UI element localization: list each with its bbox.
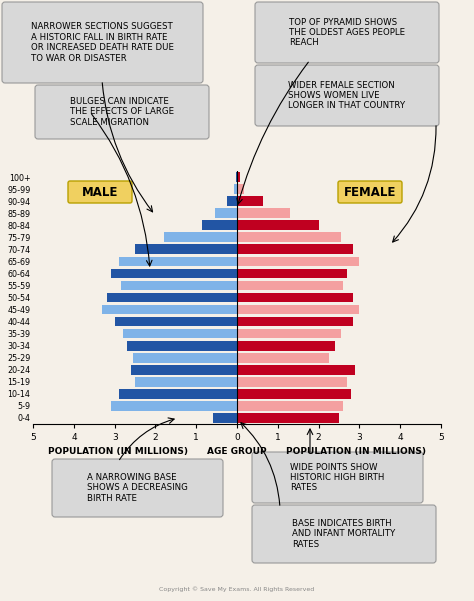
- Bar: [202, 221, 237, 230]
- Bar: [237, 305, 359, 314]
- Text: MALE: MALE: [82, 186, 118, 198]
- FancyBboxPatch shape: [2, 2, 203, 83]
- Text: WIDER FEMALE SECTION
SHOWS WOMEN LIVE
LONGER IN THAT COUNTRY: WIDER FEMALE SECTION SHOWS WOMEN LIVE LO…: [289, 81, 406, 111]
- Text: WIDE POINTS SHOW
HISTORIC HIGH BIRTH
RATES: WIDE POINTS SHOW HISTORIC HIGH BIRTH RAT…: [290, 463, 385, 492]
- FancyBboxPatch shape: [52, 459, 223, 517]
- Text: AGE GROUP: AGE GROUP: [207, 447, 267, 456]
- Bar: [133, 353, 237, 362]
- Bar: [237, 209, 290, 218]
- Bar: [119, 389, 237, 398]
- FancyBboxPatch shape: [255, 65, 439, 126]
- Bar: [237, 293, 353, 302]
- Bar: [237, 413, 339, 423]
- FancyBboxPatch shape: [68, 181, 132, 203]
- Text: FEMALE: FEMALE: [344, 186, 396, 198]
- Bar: [215, 209, 237, 218]
- Text: NARROWER SECTIONS SUGGEST
A HISTORIC FALL IN BIRTH RATE
OR INCREASED DEATH RATE : NARROWER SECTIONS SUGGEST A HISTORIC FAL…: [31, 22, 174, 63]
- Bar: [135, 245, 237, 254]
- Text: TOP OF PYRAMID SHOWS
THE OLDEST AGES PEOPLE
REACH: TOP OF PYRAMID SHOWS THE OLDEST AGES PEO…: [289, 17, 405, 47]
- Text: POPULATION (IN MILLIONS): POPULATION (IN MILLIONS): [48, 447, 188, 456]
- Text: BASE INDICATES BIRTH
AND INFANT MORTALITY
RATES: BASE INDICATES BIRTH AND INFANT MORTALIT…: [292, 519, 396, 549]
- Bar: [164, 233, 237, 242]
- Bar: [237, 401, 343, 410]
- Bar: [237, 329, 341, 338]
- Bar: [107, 293, 237, 302]
- Bar: [237, 172, 240, 182]
- Bar: [115, 317, 237, 326]
- Bar: [237, 281, 343, 290]
- Bar: [237, 389, 351, 398]
- Bar: [121, 281, 237, 290]
- Bar: [110, 269, 237, 278]
- Text: POPULATION (IN MILLIONS): POPULATION (IN MILLIONS): [286, 447, 426, 456]
- Text: A NARROWING BASE
SHOWS A DECREASING
BIRTH RATE: A NARROWING BASE SHOWS A DECREASING BIRT…: [87, 473, 188, 503]
- Bar: [237, 341, 335, 350]
- FancyBboxPatch shape: [338, 181, 402, 203]
- Bar: [237, 197, 264, 206]
- FancyBboxPatch shape: [252, 452, 423, 503]
- Bar: [212, 413, 237, 423]
- Bar: [131, 365, 237, 374]
- Bar: [237, 245, 353, 254]
- FancyBboxPatch shape: [255, 2, 439, 63]
- Bar: [110, 401, 237, 410]
- Bar: [237, 317, 353, 326]
- Bar: [237, 377, 347, 386]
- Bar: [135, 377, 237, 386]
- Bar: [234, 185, 237, 194]
- Bar: [237, 233, 341, 242]
- Bar: [237, 365, 355, 374]
- Bar: [237, 185, 244, 194]
- Bar: [119, 257, 237, 266]
- Bar: [102, 305, 237, 314]
- Bar: [236, 172, 237, 182]
- Text: BULGES CAN INDICATE
THE EFFECTS OF LARGE
SCALE MIGRATION: BULGES CAN INDICATE THE EFFECTS OF LARGE…: [70, 97, 174, 127]
- Bar: [237, 257, 359, 266]
- Bar: [237, 221, 319, 230]
- Bar: [237, 353, 328, 362]
- FancyBboxPatch shape: [35, 85, 209, 139]
- Bar: [237, 269, 347, 278]
- FancyBboxPatch shape: [252, 505, 436, 563]
- Bar: [227, 197, 237, 206]
- Bar: [123, 329, 237, 338]
- Text: Copyright © Save My Exams. All Rights Reserved: Copyright © Save My Exams. All Rights Re…: [159, 587, 315, 592]
- Bar: [127, 341, 237, 350]
